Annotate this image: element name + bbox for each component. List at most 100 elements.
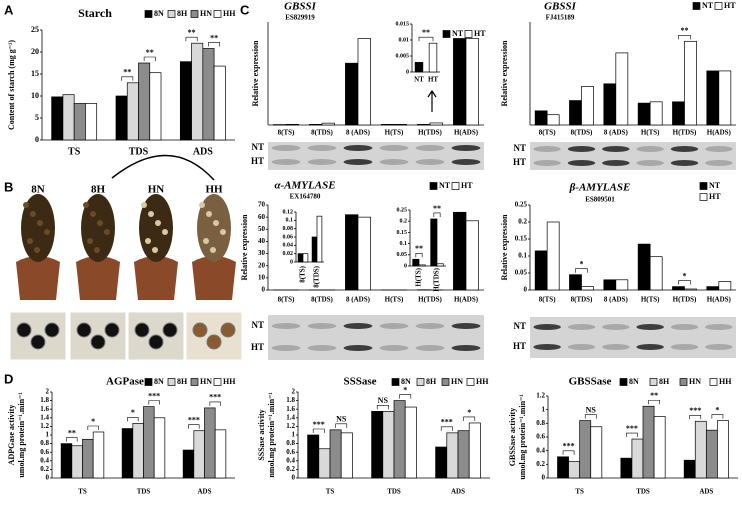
bar — [302, 253, 309, 263]
legend-label: HT — [474, 29, 486, 38]
bar — [468, 422, 481, 479]
x-tick-label: H(ADS) — [707, 129, 732, 137]
blot-label: NT — [513, 143, 526, 153]
bar — [62, 94, 75, 141]
flower-photo — [148, 211, 154, 217]
bar — [329, 429, 342, 479]
blot-band — [415, 159, 445, 165]
bar — [620, 457, 633, 479]
bar — [453, 211, 467, 291]
significance-label: *** — [209, 393, 221, 402]
significance-label: *** — [689, 406, 701, 415]
significance-label: * — [131, 408, 135, 417]
bar — [381, 124, 395, 126]
bar — [672, 286, 685, 291]
panel-label: C — [240, 2, 250, 17]
bar — [569, 100, 582, 126]
flower-photo — [16, 256, 60, 300]
significance-label: * — [91, 417, 95, 426]
bar — [371, 411, 384, 479]
significance-bracket — [208, 42, 221, 47]
flower-photo — [206, 211, 212, 217]
legend-label: 8N — [154, 377, 164, 386]
legend-swatch — [466, 378, 475, 386]
y-tick-label: 1.2 — [536, 392, 545, 400]
significance-bracket — [121, 76, 134, 81]
photo-label: 8H — [91, 184, 106, 196]
blot-band — [636, 324, 664, 330]
y-tick-label: 0.2 — [286, 465, 295, 473]
bar — [85, 103, 98, 141]
bar — [429, 122, 443, 126]
y-axis-label: GBSSase activity — [508, 408, 517, 466]
x-tick-label: H(ADS) — [707, 296, 732, 304]
blot-band — [705, 160, 733, 166]
legend-label: HT — [709, 192, 721, 201]
significance-label: ** — [422, 28, 430, 37]
x-tick-label: 8(TS) — [278, 296, 295, 304]
flower-photo — [213, 220, 219, 226]
flower-photo — [203, 238, 209, 244]
blot-band — [343, 145, 373, 151]
chart-title: GBSSase — [569, 376, 612, 388]
y-tick-label: 2 — [292, 388, 296, 396]
flower-photo — [145, 238, 151, 244]
y-tick-label: 0 — [406, 69, 409, 75]
significance-label: * — [403, 385, 407, 394]
y-tick-label: 0.2 — [400, 219, 408, 225]
significance-label: * — [683, 271, 687, 280]
x-tick-label: H(ADS) — [454, 296, 479, 304]
blot-band — [670, 146, 699, 152]
y-tick-label: 0.05 — [397, 252, 408, 258]
micrograph — [162, 322, 178, 338]
bar — [579, 420, 592, 479]
y-tick-label: 15 — [31, 69, 39, 78]
blot-band — [343, 345, 373, 351]
y-tick-label: 0.2 — [518, 218, 527, 226]
y-tick-label: 0 — [46, 474, 50, 482]
blot-band — [533, 324, 561, 330]
y-tick-label: 0 — [292, 474, 296, 482]
x-tick-label: NT — [414, 76, 424, 84]
bar — [393, 400, 406, 479]
bar — [546, 221, 560, 291]
chart-title: AGPase — [106, 376, 144, 388]
legend-label: 8H — [177, 377, 188, 386]
y-tick-label: 0.8 — [40, 439, 49, 447]
bar — [428, 42, 438, 73]
bar — [649, 256, 663, 291]
y-tick-label: 1.6 — [40, 405, 49, 413]
blot-band — [271, 145, 301, 151]
chart-title: Starch — [78, 6, 112, 20]
y-axis-label: nmol.mg protein⁻¹.min⁻¹ — [267, 392, 276, 478]
y-tick-label: 1.2 — [40, 422, 49, 430]
bar — [546, 114, 560, 126]
y-tick-label: 0.4 — [536, 446, 545, 454]
bar — [637, 243, 651, 291]
bar — [132, 423, 144, 479]
bar — [631, 438, 644, 479]
y-tick-label: 1.2 — [286, 422, 295, 430]
y-tick-label: 0.15 — [397, 230, 408, 236]
significance-bracket — [711, 414, 724, 419]
bar — [436, 263, 444, 267]
significance-bracket — [399, 394, 412, 399]
flower-photo — [210, 247, 216, 253]
significance-label: ** — [123, 68, 131, 77]
y-tick-label: 0 — [290, 259, 293, 265]
legend-label: 8N — [629, 377, 639, 386]
blot-band — [379, 145, 409, 151]
flower-photo — [37, 220, 43, 226]
legend-label: HH — [223, 377, 236, 386]
flower-photo — [104, 229, 110, 235]
chart-title: β-AMYLASE — [569, 182, 631, 194]
y-tick-label: 0 — [404, 263, 407, 269]
blot-label: HT — [513, 157, 526, 167]
blot-band — [271, 345, 301, 351]
significance-bracket — [689, 414, 702, 420]
y-tick-label: 0.015 — [396, 21, 410, 27]
significance-bracket — [87, 425, 99, 430]
flower-photo — [141, 202, 147, 208]
y-tick-label: 0.15 — [515, 235, 528, 243]
blot-label: NT — [513, 321, 526, 331]
